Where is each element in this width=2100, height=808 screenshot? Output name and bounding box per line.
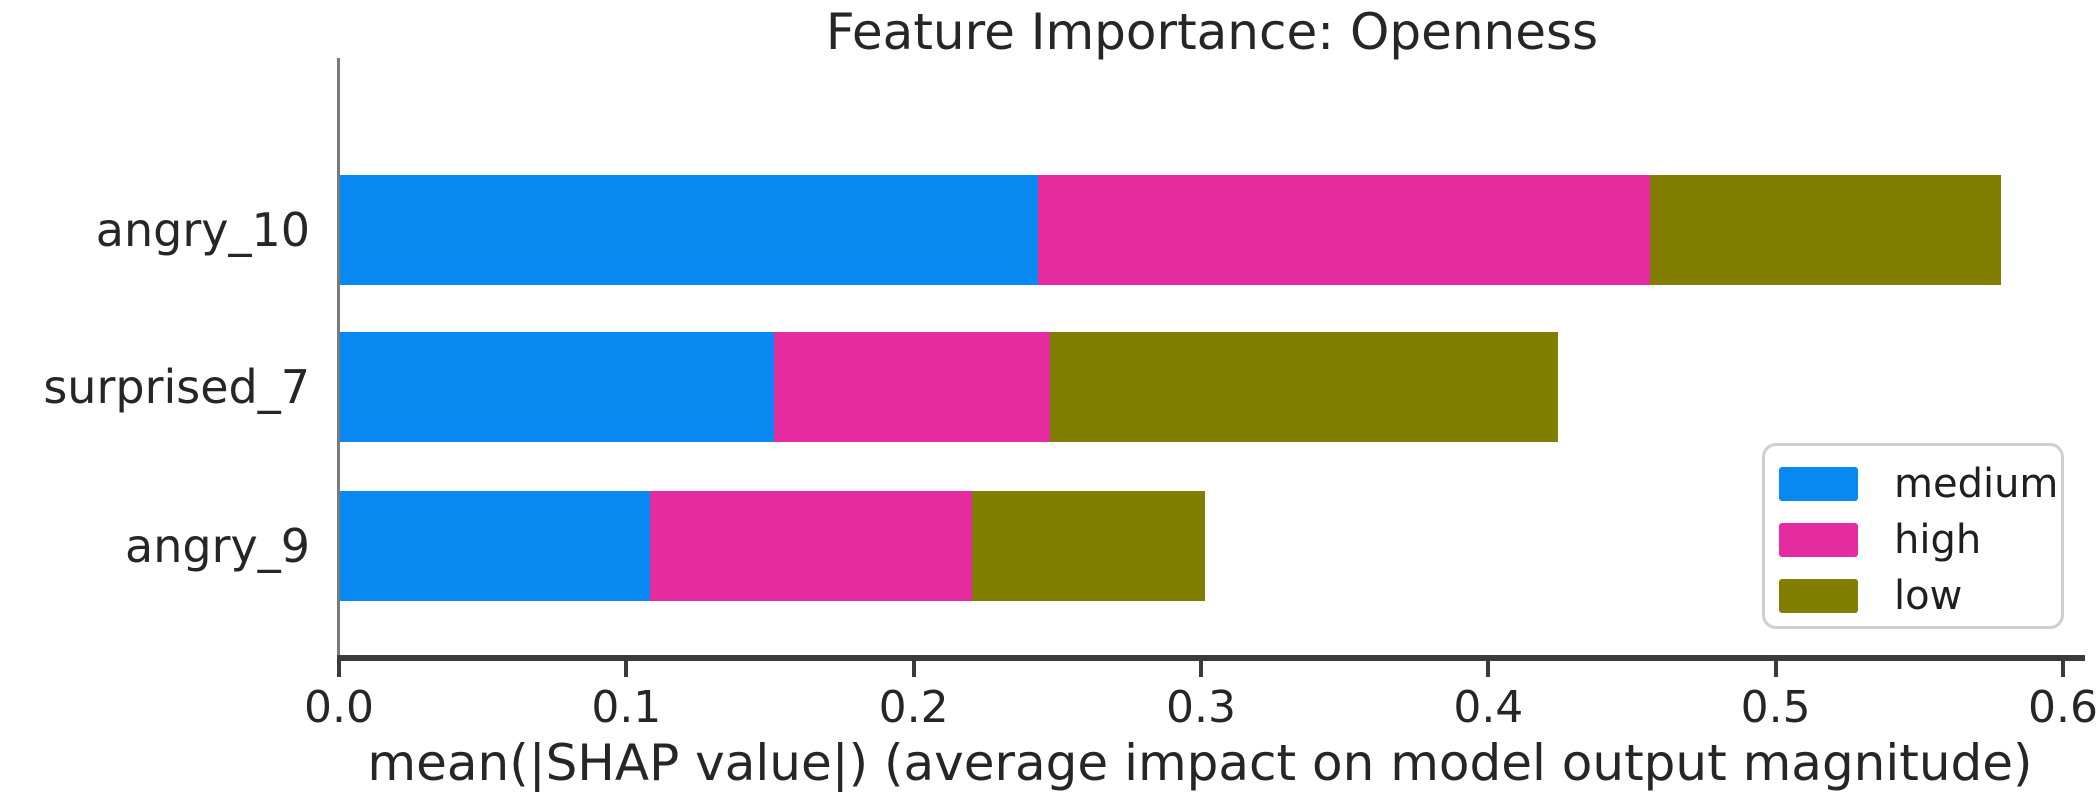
bar-segment-medium <box>340 175 1039 285</box>
x-axis-spine <box>337 655 2085 661</box>
bar-segment-low <box>1049 332 1559 442</box>
bar-surprised_7 <box>340 332 1559 442</box>
x-tick-label-0.0: 0.0 <box>304 682 374 733</box>
x-tick-label-0.6: 0.6 <box>2028 682 2098 733</box>
legend-swatch-high <box>1779 523 1858 557</box>
bar-segment-low <box>1650 175 2001 285</box>
y-axis-spine <box>337 58 340 660</box>
y-tick-label-angry_10: angry_10 <box>95 203 310 257</box>
bar-segment-medium <box>340 491 651 601</box>
chart-title: Feature Importance: Openness <box>825 3 1599 61</box>
bar-segment-high <box>650 491 973 601</box>
plot-area: 0.0 0.1 0.2 0.3 0.4 0.5 0.6 <box>304 58 2098 733</box>
x-tick-label-0.5: 0.5 <box>1740 682 1811 733</box>
x-tick-mark <box>1773 661 1778 677</box>
bar-segment-medium <box>340 332 774 442</box>
x-tick-mark <box>1199 661 1203 677</box>
legend-item-low: low <box>1779 568 2061 624</box>
x-axis-label: mean(|SHAP value|) (average impact on mo… <box>367 734 2033 792</box>
x-tick-label-0.4: 0.4 <box>1453 682 1524 733</box>
legend-item-medium: medium <box>1779 456 2061 512</box>
bar-segment-high <box>1038 175 1651 285</box>
bar-angry_10 <box>340 175 2001 285</box>
x-tick-mark <box>337 661 341 677</box>
x-tick-mark <box>911 661 916 677</box>
legend-label-high: high <box>1894 517 1982 563</box>
x-tick-label-0.1: 0.1 <box>591 682 662 733</box>
legend-label-low: low <box>1894 573 1963 619</box>
x-tick-label-0.2: 0.2 <box>878 682 949 733</box>
x-tick-mark <box>1486 661 1491 677</box>
bar-angry_9 <box>340 491 1205 601</box>
legend: medium high low <box>1762 443 2064 629</box>
legend-swatch-medium <box>1779 467 1858 501</box>
x-tick-mark <box>2061 661 2065 677</box>
x-tick-label-0.3: 0.3 <box>1166 682 1236 733</box>
bar-segment-low <box>972 491 1205 601</box>
legend-label-medium: medium <box>1894 461 2059 507</box>
y-tick-label-surprised_7: surprised_7 <box>43 360 310 414</box>
bar-segment-high <box>773 332 1050 442</box>
legend-item-high: high <box>1779 512 2061 568</box>
legend-swatch-low <box>1779 579 1858 613</box>
x-tick-mark <box>624 661 629 677</box>
y-tick-label-angry_9: angry_9 <box>125 519 310 573</box>
